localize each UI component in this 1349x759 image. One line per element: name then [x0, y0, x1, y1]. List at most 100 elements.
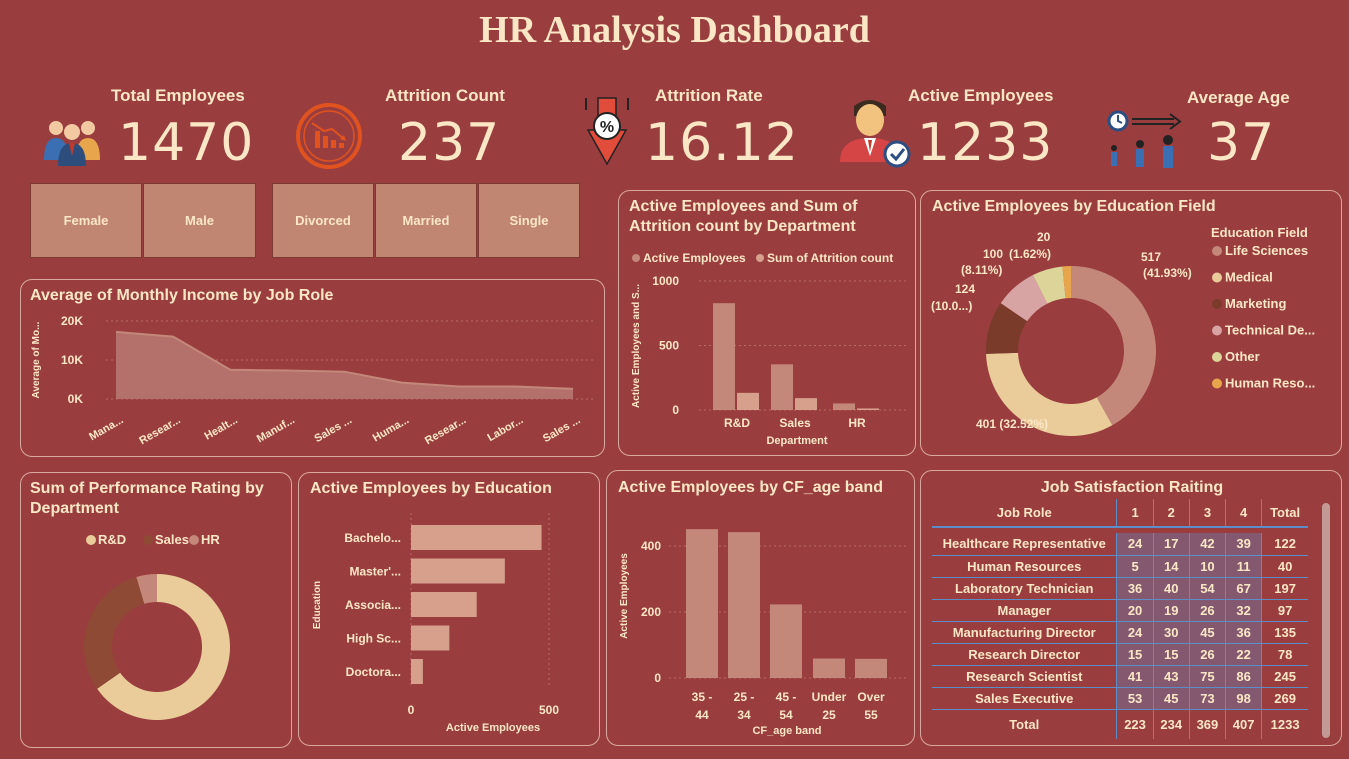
panel-title: Active Employees by Education Field: [932, 198, 1216, 215]
legend-swatch: [86, 535, 96, 545]
job-satisfaction-panel: Job Satisfaction Raiting Job Role 1 2 3 4 Tot…: [920, 470, 1342, 746]
donut-slice: [136, 574, 157, 604]
table-row[interactable]: Sales Executive 53 45 73 98 269: [932, 687, 1308, 710]
value-cell: 41: [1116, 665, 1154, 688]
kpi-value: 1233: [917, 113, 1054, 173]
slicer-divorced[interactable]: Divorced: [272, 183, 374, 258]
table-row[interactable]: Manager 20 19 26 32 97: [932, 599, 1308, 622]
data-label: (1.62%): [1009, 247, 1051, 261]
value-cell: 78: [1261, 643, 1308, 666]
table-row[interactable]: Manufacturing Director 24 30 45 36 135: [932, 621, 1308, 644]
slicer-single[interactable]: Single: [478, 183, 580, 258]
x-tick-label: 25: [822, 708, 836, 722]
slicer-female[interactable]: Female: [30, 183, 142, 258]
kpi-label: Total Employees: [111, 86, 245, 105]
data-label: 124: [955, 282, 975, 296]
bar-attrition: [795, 398, 817, 410]
kpi-label: Average Age: [1187, 88, 1290, 107]
area-series-line: [115, 330, 574, 390]
column-header[interactable]: 2: [1153, 499, 1190, 528]
column-header[interactable]: Total: [1261, 499, 1308, 528]
age-band-bar-chart: Active Employees 400 200 0 35 - 44 25 - 34 45 - 5…: [619, 529, 907, 737]
total-cell: 234: [1153, 709, 1190, 739]
value-cell: 5: [1116, 555, 1154, 578]
y-tick-label: Doctora...: [346, 665, 401, 679]
x-tick-label: 0: [408, 703, 415, 717]
total-cell: 407: [1225, 709, 1263, 739]
slicer-married[interactable]: Married: [375, 183, 477, 258]
data-label: (10.0...): [931, 299, 972, 313]
y-axis-label: Average of Mo...: [31, 321, 42, 398]
value-cell: 67: [1225, 577, 1263, 600]
dept-active-attrition-panel: Active Employees and Sum of Attrition co…: [618, 190, 916, 456]
total-label: Total: [1009, 716, 1040, 732]
legend-swatch: [1212, 325, 1222, 336]
y-tick-label: Associa...: [345, 598, 401, 612]
x-tick-label: 54: [779, 708, 793, 722]
job-satisfaction-table: Job Role 1 2 3 4 Total Healthcare Representati…: [932, 499, 1308, 739]
x-tick-label: Resear...: [137, 414, 182, 447]
x-tick-label: 34: [737, 708, 751, 722]
value-cell: 75: [1189, 665, 1227, 688]
percent-down-arrow-icon: %: [585, 97, 629, 166]
table-header-row: Job Role 1 2 3 4 Total: [932, 499, 1308, 528]
donut-slice: [986, 303, 1028, 354]
value-cell: 40: [1261, 555, 1308, 578]
education-bar: [411, 558, 505, 584]
table-row[interactable]: Research Scientist 41 43 75 86 245: [932, 665, 1308, 688]
legend-item: Medical: [1225, 270, 1273, 285]
y-tick-label: 0: [654, 671, 661, 685]
table-row[interactable]: Laboratory Technician 36 40 54 67 197: [932, 577, 1308, 600]
kpi-label: Attrition Count: [385, 86, 505, 105]
donut-slice: [986, 352, 1113, 437]
column-header[interactable]: 4: [1225, 499, 1263, 528]
svg-text:%: %: [600, 119, 614, 136]
table-row[interactable]: Healthcare Representative 24 17 42 39 122: [932, 533, 1308, 556]
y-tick-label: Master'...: [349, 565, 401, 579]
x-axis-label: CF_age band: [752, 725, 821, 737]
age-progression-icon: [1107, 110, 1182, 168]
kpi-value: 1470: [118, 113, 255, 173]
legend-swatch: [143, 535, 153, 545]
declining-chart-icon: [296, 103, 362, 169]
slicer-male[interactable]: Male: [143, 183, 256, 258]
data-label: (8.11%): [961, 263, 1002, 277]
x-tick-label: Huma...: [371, 414, 411, 444]
column-header[interactable]: 1: [1116, 499, 1154, 528]
kpi-label: Attrition Rate: [655, 86, 763, 105]
value-cell: 53: [1116, 687, 1154, 710]
kpi-label: Active Employees: [908, 86, 1054, 105]
column-header[interactable]: Job Role: [932, 499, 1117, 528]
value-cell: 26: [1189, 643, 1227, 666]
education-bar: [411, 525, 542, 550]
value-cell: 20: [1116, 599, 1154, 622]
table-scrollbar[interactable]: [1322, 503, 1330, 738]
value-cell: 122: [1261, 533, 1308, 556]
x-tick-label: 35 -: [692, 690, 713, 704]
y-tick-label: 1000: [652, 274, 679, 288]
value-cell: 97: [1261, 599, 1308, 622]
data-label: 401 (32.52%): [976, 417, 1048, 431]
job-role-cell: Human Resources: [932, 555, 1117, 578]
education-bar: [411, 592, 477, 617]
table-row[interactable]: Research Director 15 15 26 22 78: [932, 643, 1308, 666]
legend-item: Other: [1225, 349, 1260, 364]
education-bar: [411, 625, 450, 651]
performance-rating-panel: Sum of Performance Rating by Department …: [20, 472, 292, 748]
legend-swatch: [1212, 246, 1222, 256]
x-axis-label: Department: [766, 435, 827, 447]
value-cell: 135: [1261, 621, 1308, 644]
value-cell: 22: [1225, 643, 1263, 666]
column-header[interactable]: 3: [1189, 499, 1227, 528]
x-tick-label: Resear...: [423, 414, 468, 447]
data-label: 100: [983, 247, 1003, 261]
income-by-job-role-panel: Average of Monthly Income by Job Role Av…: [20, 279, 605, 457]
value-cell: 24: [1116, 533, 1154, 556]
age-band-bar: [855, 658, 887, 678]
table-row[interactable]: Human Resources 5 14 10 11 40: [932, 555, 1308, 578]
job-role-cell: Research Scientist: [932, 665, 1117, 688]
y-tick-label: 500: [659, 339, 679, 353]
y-tick-label: 10K: [61, 353, 83, 367]
y-tick-label: High Sc...: [346, 632, 401, 646]
education-panel: Active Employees by Education Education B…: [298, 472, 600, 746]
